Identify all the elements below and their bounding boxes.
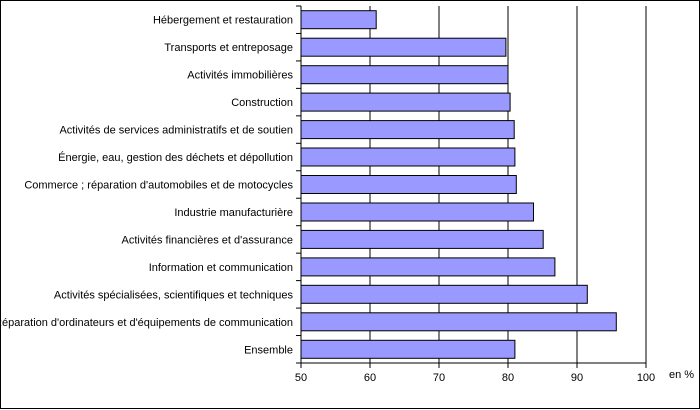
x-tick-label-90: 90	[571, 372, 583, 384]
bar-12	[300, 339, 516, 359]
bar-9	[300, 257, 556, 277]
x-tick-label-100: 100	[637, 372, 655, 384]
bar-0	[300, 10, 377, 30]
category-label-2: Activités immobilières	[187, 70, 293, 82]
axes	[296, 5, 647, 368]
category-label-5: Énergie, eau, gestion des déchets et dép…	[58, 151, 293, 164]
category-label-10: Activités spécialisées, scientifiques et…	[54, 289, 294, 301]
category-label-12: Ensemble	[244, 344, 293, 356]
category-label-11: Réparation d'ordinateurs et d'équipement…	[1, 317, 293, 329]
x-tick-label-70: 70	[433, 372, 445, 384]
category-label-3: Construction	[231, 97, 293, 109]
bar-6	[300, 175, 517, 194]
bar-5	[300, 147, 516, 167]
bar-7	[300, 202, 534, 222]
bars	[300, 10, 617, 359]
x-tick-label-50: 50	[295, 372, 307, 384]
category-label-1: Transports et entreposage	[164, 42, 293, 54]
bar-8	[300, 229, 544, 249]
x-tick-label-60: 60	[364, 372, 376, 384]
category-label-9: Information et communication	[149, 262, 293, 274]
x-tick-label-80: 80	[502, 372, 514, 384]
bar-10	[300, 284, 588, 304]
category-label-7: Industrie manufacturière	[174, 207, 293, 219]
bar-11	[300, 312, 617, 332]
unit-label: en %	[669, 369, 694, 381]
category-label-8: Activités financières et d'assurance	[122, 234, 293, 246]
category-labels: Hébergement et restauration Transports et…	[1, 15, 293, 357]
category-label-6: Commerce ; réparation d'automobiles et d…	[24, 180, 293, 192]
bar-1	[300, 37, 507, 57]
bar-2	[300, 65, 509, 85]
category-label-0: Hébergement et restauration	[153, 15, 293, 27]
bar-3	[300, 92, 511, 112]
bar-4	[300, 120, 515, 140]
tick-labels: 50 60 70 80 90 100	[295, 372, 655, 384]
category-label-4: Activités de services administratifs et …	[59, 125, 293, 137]
